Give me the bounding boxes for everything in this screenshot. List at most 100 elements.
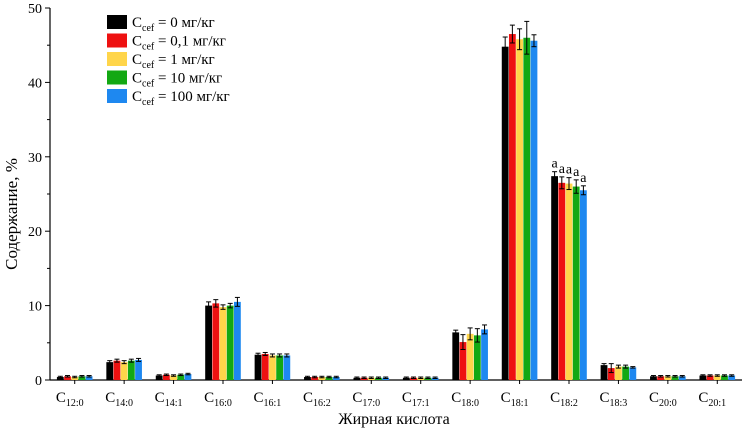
bar <box>184 374 192 380</box>
bar <box>155 375 163 380</box>
y-tick-label: 10 <box>28 300 42 315</box>
axes: 0 10 20 30 40 50 C12:0 C14:0 C14:1 C16:0 C16:1 C16:… <box>28 2 742 409</box>
bar <box>572 186 580 380</box>
x-tick-label: C16:2 <box>303 390 331 409</box>
x-tick-label: C12:0 <box>56 390 84 409</box>
bar <box>177 374 185 380</box>
bar <box>622 366 630 380</box>
bar <box>530 40 538 381</box>
bar <box>325 377 333 380</box>
bar <box>713 375 721 380</box>
bar <box>311 377 319 380</box>
legend-label: Ccef = 0,1 мг/кг <box>132 34 226 53</box>
bar <box>318 377 326 380</box>
x-tick-label: C18:0 <box>451 390 479 409</box>
bar <box>466 333 474 380</box>
bar <box>501 46 509 381</box>
bar <box>607 368 615 380</box>
y-tick-label: 50 <box>28 2 42 17</box>
bar <box>650 376 657 380</box>
bar <box>269 355 276 380</box>
bar <box>120 362 128 380</box>
bar <box>113 360 121 380</box>
bar <box>657 376 665 380</box>
x-tick-label: C18:3 <box>600 390 628 409</box>
legend-label: Ccef = 100 мг/кг <box>132 89 230 108</box>
bar <box>721 375 728 380</box>
legend-swatch <box>107 70 127 85</box>
bar <box>64 376 71 380</box>
bar <box>71 377 79 380</box>
bar <box>473 335 481 380</box>
legend-label: Ccef = 10 мг/кг <box>132 71 222 90</box>
bar <box>276 355 284 380</box>
bar <box>706 375 714 380</box>
bar <box>664 376 672 380</box>
bar <box>212 303 220 380</box>
bar <box>452 332 460 380</box>
y-tick-label: 20 <box>28 225 42 240</box>
x-tick-label: C14:0 <box>105 390 133 409</box>
x-tick-label: C14:1 <box>155 390 183 409</box>
legend-swatch <box>107 89 127 103</box>
bar <box>459 342 467 380</box>
annotation-label: a <box>551 157 558 172</box>
y-tick-label: 40 <box>28 76 42 91</box>
bar <box>170 375 177 380</box>
x-tick-label: C20:1 <box>698 390 726 409</box>
x-tick-label: C18:2 <box>550 390 578 409</box>
annotation-label: a <box>580 171 587 186</box>
bar <box>699 375 707 380</box>
bar <box>127 360 135 380</box>
bar <box>219 307 227 380</box>
legend-swatch <box>107 15 127 29</box>
legend-swatch <box>107 33 127 48</box>
bar <box>558 182 566 380</box>
bar <box>728 375 736 380</box>
bar <box>551 176 558 380</box>
bar <box>261 353 269 380</box>
x-tick-label: C20:0 <box>649 390 677 409</box>
bar <box>106 362 114 380</box>
bar <box>565 183 573 380</box>
x-axis-label: Жирная кислота <box>338 411 449 428</box>
legend-label: Ccef = 1 мг/кг <box>132 52 215 71</box>
bar <box>85 376 93 380</box>
bar <box>332 377 340 380</box>
bar <box>162 374 170 380</box>
bar <box>600 365 608 380</box>
legend-label: Ccef = 0 мг/кг <box>132 15 215 34</box>
x-tick-label: C17:0 <box>352 390 380 409</box>
x-tick-label: C17:1 <box>402 390 430 409</box>
bar <box>481 329 488 380</box>
bar <box>580 190 587 380</box>
bar <box>304 377 311 380</box>
bar <box>234 301 241 380</box>
bar <box>516 39 523 381</box>
bar <box>283 355 291 380</box>
bar <box>523 37 531 380</box>
y-axis-label: Содержание, % <box>2 158 21 270</box>
bar <box>205 305 212 380</box>
bar <box>254 354 262 380</box>
bar <box>678 376 686 380</box>
bar <box>135 359 142 380</box>
annotation-label: a <box>559 162 566 177</box>
bar <box>671 376 679 380</box>
bar <box>615 366 622 380</box>
annotation-label: a <box>573 165 580 180</box>
bar <box>78 376 86 380</box>
x-tick-label: C16:1 <box>254 390 282 409</box>
bar <box>56 377 64 380</box>
bar <box>629 367 637 380</box>
y-tick-label: 30 <box>28 151 42 166</box>
x-tick-label: C16:0 <box>204 390 232 409</box>
legend-swatch <box>107 52 127 66</box>
x-tick-label: C18:1 <box>501 390 529 409</box>
bar <box>226 305 234 380</box>
bar <box>508 34 516 380</box>
y-tick-label: 0 <box>35 374 42 389</box>
